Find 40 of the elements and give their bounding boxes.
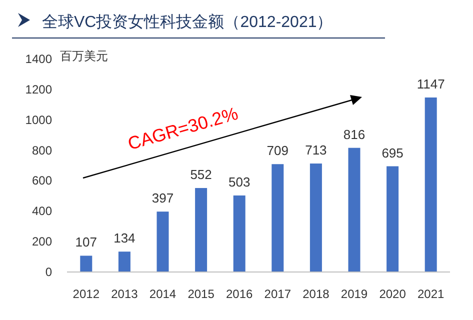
data-label: 503 [228,174,250,190]
y-tick-label: 1400 [25,52,52,66]
x-tick-label: 2013 [111,287,138,301]
bar [80,256,92,272]
data-label: 713 [305,142,327,158]
y-tick-label: 200 [32,234,52,249]
chart-title: 全球VC投资女性科技金额（2012-2021） [42,13,333,31]
y-tick-label: 1000 [25,112,52,127]
data-label: 709 [266,143,288,158]
data-label: 695 [382,145,404,160]
y-tick-label: 0 [45,265,52,279]
bar [156,212,169,272]
x-tick-label: 2017 [264,287,292,301]
x-tick-label: 2021 [418,287,445,301]
data-label: 552 [190,167,212,182]
x-tick-label: 2015 [188,287,215,301]
x-tick-label: 2016 [226,287,254,301]
data-label: 1147 [416,76,445,92]
y-tick-label: 600 [32,174,52,188]
data-label: 134 [114,230,136,246]
x-tick-label: 2020 [379,287,406,301]
y-tick-label: 800 [32,143,52,158]
data-label: 397 [152,190,174,206]
bar [233,195,246,272]
data-label: 107 [75,234,97,250]
bar [272,164,284,272]
bar [195,188,208,272]
x-tick-label: 2014 [149,287,176,301]
bar [118,252,130,272]
x-tick-label: 2018 [302,287,330,301]
data-label: 816 [343,126,366,142]
bar [348,148,360,272]
y-tick-label: 1200 [25,82,52,96]
x-tick-label: 2019 [340,287,368,301]
y-tick-label: 400 [32,204,52,218]
y-axis-title: 百万美元 [60,49,108,63]
bar [424,97,437,272]
bar [310,164,322,272]
bar [386,166,399,272]
x-tick-label: 2012 [72,287,100,301]
